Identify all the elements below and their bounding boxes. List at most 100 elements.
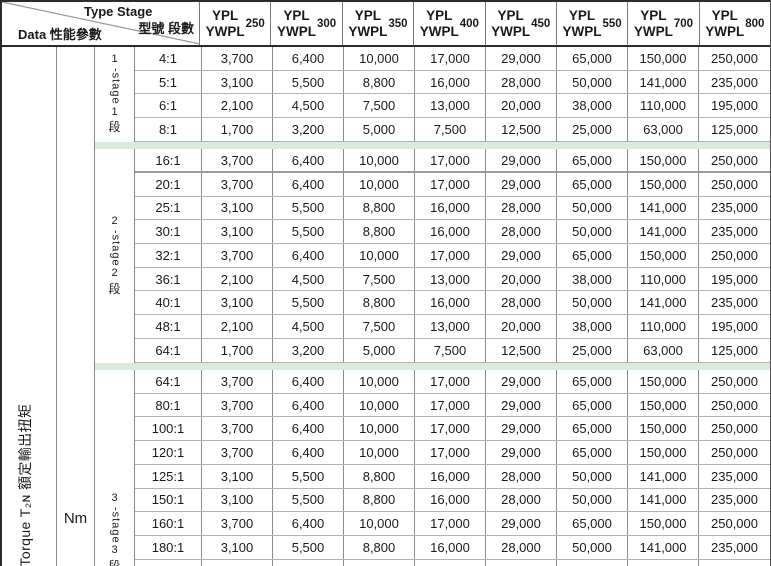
type-stage-cjk-label: 型號 段數 bbox=[138, 21, 194, 36]
value-cell: 12,500 bbox=[486, 118, 557, 141]
stage-label-part: 3 bbox=[111, 491, 118, 504]
value-cell: 195,000 bbox=[711, 319, 758, 335]
value-cell: 3,100 bbox=[202, 220, 273, 244]
value-cell: 250,000 bbox=[711, 397, 758, 413]
value-cell: 3,700 bbox=[202, 244, 273, 267]
header-columns: YPL YWPL 250 YPL YWPL 300 YPL YWPL 350 YPL YWPL 400… bbox=[200, 2, 770, 45]
value-cell: 5,500 bbox=[273, 291, 344, 315]
value-cell: 25,000 bbox=[557, 338, 628, 362]
stage-group-2: 2 -stage 2 段 16:1 3,700 6,400 10,000 17,000 29,00… bbox=[95, 149, 770, 363]
ratio-cell: 5:1 bbox=[135, 70, 202, 94]
value-cell: 28,000 bbox=[486, 220, 557, 244]
value-cell: 125,000 bbox=[711, 342, 758, 358]
table-row: 6:1 2,100 4,500 7,500 13,000 20,000 38,000 110,… bbox=[135, 94, 770, 119]
value-cell bbox=[486, 559, 557, 566]
table-row: 16:1 3,700 6,400 10,000 17,000 29,000 65,000 15… bbox=[135, 149, 770, 173]
column-header-550: YPL YWPL 550 bbox=[557, 2, 629, 45]
value-cell: 25,000 bbox=[557, 118, 628, 141]
model-name: YWPL bbox=[491, 23, 531, 39]
value-cell: 6,400 bbox=[273, 47, 344, 70]
rows: 64:1 3,700 6,400 10,000 17,000 29,000 65,000 15… bbox=[135, 369, 770, 566]
value-cell: 13,000 bbox=[415, 94, 486, 118]
stage-label-part: -stage bbox=[109, 229, 122, 267]
column-header-450: YPL YWPL 450 bbox=[486, 2, 557, 45]
model-size: 550 bbox=[602, 17, 622, 30]
value-cell: 150,000 bbox=[628, 441, 699, 464]
value-cell: 20,000 bbox=[486, 315, 557, 338]
value-cell: 17,000 bbox=[415, 393, 486, 417]
model-size: 700 bbox=[673, 17, 694, 30]
column-header-350: YPL YWPL 350 bbox=[343, 2, 415, 45]
value-cell: 3,700 bbox=[202, 172, 273, 196]
value-cell: 250,000 bbox=[711, 421, 758, 437]
model-names: YPL YWPL bbox=[491, 8, 530, 39]
value-cell: 6,400 bbox=[273, 393, 344, 417]
type-stage-label: Type Stage bbox=[84, 4, 153, 19]
ratio-cell: 48:1 bbox=[135, 315, 202, 338]
table-row: 100:1 3,700 6,400 10,000 17,000 29,000 65,000 1… bbox=[135, 417, 770, 442]
model-name: YWPL bbox=[205, 23, 245, 39]
model-size: 250 bbox=[245, 17, 265, 30]
value-cell: 28,000 bbox=[486, 464, 557, 488]
rows: 4:1 3,700 6,400 10,000 17,000 29,000 65,000 150… bbox=[135, 47, 770, 142]
value-cell: 17,000 bbox=[415, 441, 486, 464]
value-cell: 50,000 bbox=[557, 535, 628, 559]
table-row: 4:1 3,700 6,400 10,000 17,000 29,000 65,000 150… bbox=[135, 47, 770, 71]
value-cell: 29,000 bbox=[486, 393, 557, 417]
value-cell: 65,000 bbox=[557, 244, 628, 267]
value-cell: 17,000 bbox=[415, 369, 486, 393]
value-cell: 4,500 bbox=[273, 94, 344, 118]
value-cell: 10,000 bbox=[344, 47, 415, 70]
model-name: YWPL bbox=[419, 23, 459, 39]
data-grid: 1 -stage 1 段 4:1 3,700 6,400 10,000 17,000 29,000… bbox=[95, 47, 770, 566]
stage-group-3: 3-stage3段64:13,7006,40010,00017,00029,00… bbox=[95, 369, 770, 566]
model-names: YPL YWPL bbox=[634, 8, 673, 39]
diagonal-divider bbox=[2, 2, 200, 45]
table-header: Type Stage 型號 段數 Data 性能參數 YPL YWPL 250 YPL… bbox=[2, 2, 770, 47]
model-names: YPL YWPL bbox=[705, 8, 744, 39]
value-cell: 110,000 bbox=[628, 94, 699, 118]
value-cell: 141,000 bbox=[628, 70, 699, 94]
value-cell: 10,000 bbox=[344, 393, 415, 417]
model-name: YPL bbox=[497, 7, 524, 23]
stage-cell: 2 -stage 2 段 bbox=[95, 149, 135, 363]
value-cell: 3,200 bbox=[273, 118, 344, 141]
model-size: 300 bbox=[316, 17, 337, 30]
value-cell: 65,000 bbox=[557, 172, 628, 196]
value-cell: 50,000 bbox=[557, 220, 628, 244]
value-cell: 29,000 bbox=[486, 149, 557, 171]
value-cell: 10,000 bbox=[344, 369, 415, 393]
value-cell: 1,700 bbox=[202, 118, 273, 141]
value-cell: 7,500 bbox=[344, 267, 415, 291]
value-cell: 50,000 bbox=[557, 291, 628, 315]
value-cell: 16,000 bbox=[415, 464, 486, 488]
ratio-cell: 36:1 bbox=[135, 267, 202, 291]
value-cell bbox=[699, 560, 770, 566]
value-cell: 17,000 bbox=[415, 512, 486, 535]
value-cell: 3,200 bbox=[273, 338, 344, 362]
table-row: 25:1 3,100 5,500 8,800 16,000 28,000 50,000 141… bbox=[135, 196, 770, 221]
value-cell: 10,000 bbox=[344, 417, 415, 441]
value-cell: 65,000 bbox=[557, 369, 628, 393]
model-names: YPL YWPL bbox=[206, 8, 245, 39]
value-cell: 63,000 bbox=[628, 338, 699, 362]
value-cell: 235,000 bbox=[711, 468, 758, 484]
model-size: 450 bbox=[531, 17, 551, 30]
model-name: YWPL bbox=[562, 23, 602, 39]
value-cell: 250,000 bbox=[711, 247, 758, 263]
ratio-cell: 6:1 bbox=[135, 94, 202, 118]
table-row: 40:1 3,100 5,500 8,800 16,000 28,000 50,000 141… bbox=[135, 291, 770, 316]
value-cell: 235,000 bbox=[711, 539, 758, 555]
value-cell: 235,000 bbox=[711, 295, 758, 311]
value-cell: 13,000 bbox=[415, 267, 486, 291]
value-cell: 141,000 bbox=[628, 464, 699, 488]
ratio-cell: 32:1 bbox=[135, 244, 202, 267]
value-cell: 16,000 bbox=[415, 220, 486, 244]
table-row: 20:1 3,700 6,400 10,000 17,000 29,000 65,000 15… bbox=[135, 172, 770, 197]
value-cell: 3,700 bbox=[202, 512, 273, 535]
torque-axis-column: ut Torque T₂ɴ 額定輸出扭矩 bbox=[2, 47, 57, 566]
model-name: YPL bbox=[640, 7, 667, 23]
model-name: YPL bbox=[211, 7, 239, 23]
value-cell: 13,000 bbox=[415, 315, 486, 338]
stage-group-1: 1 -stage 1 段 4:1 3,700 6,400 10,000 17,000 29,000… bbox=[95, 47, 770, 142]
